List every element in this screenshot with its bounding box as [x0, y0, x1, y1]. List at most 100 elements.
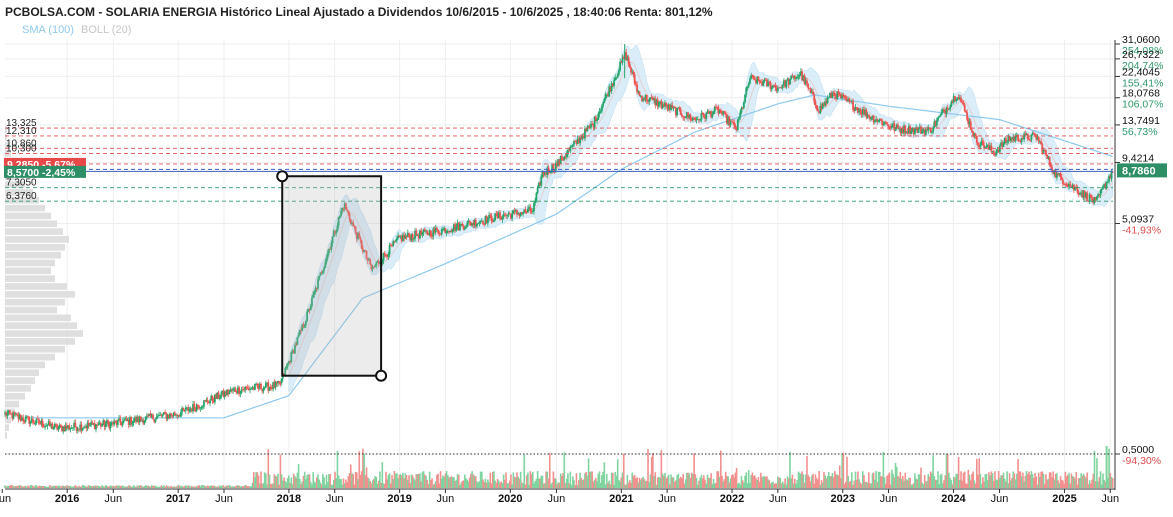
candle-body [641, 95, 643, 101]
candle-body [563, 156, 566, 160]
candle-body [741, 107, 744, 109]
candle-body [668, 104, 671, 111]
candle-body [1094, 197, 1097, 200]
candle-body [266, 382, 268, 384]
candle-body [69, 427, 72, 430]
volume-bar [825, 478, 828, 488]
candle-body [813, 94, 816, 102]
volume-bar [796, 480, 799, 488]
candle-body [1055, 172, 1058, 178]
candle-body [1077, 193, 1080, 195]
candle-body [423, 229, 426, 231]
candle-body [603, 99, 606, 103]
volume-bar [938, 484, 941, 488]
volume-bar [785, 484, 788, 488]
candle-body [921, 130, 924, 134]
volume-bar [44, 485, 46, 488]
volume-bar [1073, 477, 1075, 488]
candle-body [389, 245, 392, 246]
legend-boll[interactable]: BOLL (20) [81, 24, 131, 36]
volume-bar [290, 477, 293, 488]
candle-body [681, 114, 683, 117]
volume-bar [561, 475, 563, 488]
volume-bar [1037, 472, 1040, 488]
volume-bar [786, 476, 789, 488]
volume-bar [556, 484, 558, 488]
candle-body [65, 425, 68, 429]
volume-bar [1000, 475, 1002, 488]
volume-bar [192, 486, 194, 488]
volume-bar [56, 486, 58, 488]
volume-bar [658, 476, 660, 488]
volume-bar [541, 475, 544, 488]
candle-body [209, 400, 211, 404]
candle-body [238, 387, 241, 394]
candle-body [90, 422, 93, 426]
volume-bar [711, 483, 714, 488]
candle-body [706, 111, 709, 114]
volume-bar [650, 457, 653, 488]
volume-bar [718, 476, 721, 488]
volume-bar [357, 478, 359, 488]
candle-body [739, 112, 742, 118]
candle-body [791, 75, 794, 77]
candle-body [846, 98, 848, 102]
candle-body [950, 101, 953, 107]
candle-body [1105, 181, 1108, 189]
candle-body [1085, 192, 1087, 198]
volume-bar [164, 486, 166, 488]
volume-bar [331, 484, 334, 488]
volume-bar [559, 473, 562, 488]
candle-body [1100, 189, 1103, 190]
candle-body [1057, 172, 1060, 175]
volume-bar [1020, 476, 1023, 488]
time-tick-label: Jun [769, 493, 787, 505]
candle-body [963, 104, 966, 111]
candle-body [462, 226, 465, 230]
candle-body [610, 83, 613, 92]
volume-bar [154, 485, 157, 488]
candle-body [701, 113, 704, 115]
candle-body [517, 213, 520, 215]
volume-bar [630, 482, 632, 488]
candle-body [153, 419, 156, 422]
volume-bar [693, 453, 695, 488]
volume-bar [977, 474, 979, 488]
candle-body [577, 138, 580, 144]
candle-body [152, 414, 154, 420]
volume-bar [177, 485, 180, 488]
volume-bar [582, 479, 585, 488]
candle-body [348, 213, 351, 220]
volume-bar [273, 474, 276, 488]
candle-body [644, 94, 647, 100]
candle-body [895, 124, 898, 128]
candle-body [528, 207, 531, 209]
volume-bar [169, 486, 171, 488]
candle-body [186, 407, 188, 409]
volume-bar [927, 474, 930, 488]
volume-bar [798, 472, 801, 488]
legend-sma[interactable]: SMA (100) [22, 24, 74, 36]
candle-body [869, 116, 871, 120]
time-tick-label: Jun [437, 493, 455, 505]
candle-body [38, 419, 40, 424]
volume-bar [622, 453, 625, 488]
candle-body [205, 399, 208, 401]
volume-bar [910, 484, 913, 488]
volume-bar [188, 485, 191, 488]
candle-body [926, 129, 928, 131]
price-tick-label: 26,7322 [1122, 49, 1160, 61]
candle-body [57, 427, 60, 430]
candle-body [724, 112, 727, 115]
volume-bar [51, 485, 54, 488]
volume-bar [1088, 480, 1091, 488]
volume-bar [988, 472, 990, 488]
volume-bar [937, 471, 939, 488]
volume-bar [69, 485, 72, 488]
volume-bar [524, 484, 527, 488]
candle-body [106, 420, 108, 424]
candle-body [315, 287, 318, 289]
candle-body [187, 407, 190, 412]
candle-body [746, 86, 749, 88]
